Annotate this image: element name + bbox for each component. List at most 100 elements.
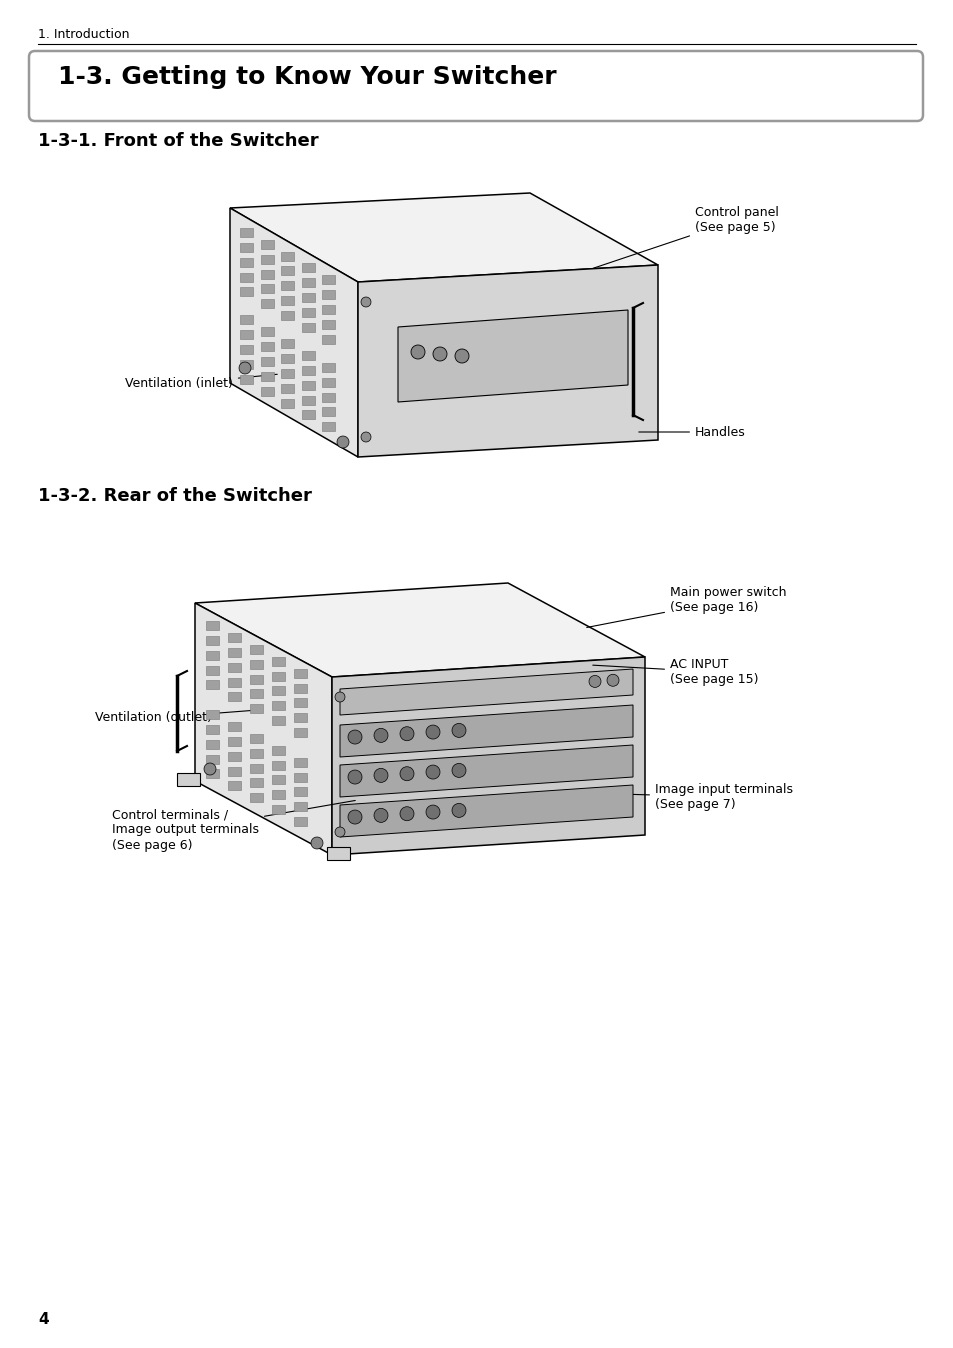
Circle shape: [433, 346, 447, 361]
Polygon shape: [301, 365, 314, 375]
Circle shape: [348, 770, 361, 785]
Text: Handles: Handles: [639, 426, 745, 438]
Polygon shape: [228, 723, 240, 731]
Circle shape: [455, 349, 469, 363]
Polygon shape: [250, 674, 262, 683]
Polygon shape: [281, 369, 294, 377]
Circle shape: [606, 674, 618, 686]
Polygon shape: [194, 582, 644, 677]
Polygon shape: [250, 735, 262, 743]
Text: 1. Introduction: 1. Introduction: [38, 28, 130, 40]
Polygon shape: [260, 357, 274, 367]
Polygon shape: [206, 666, 219, 675]
Circle shape: [399, 767, 414, 780]
Polygon shape: [240, 345, 253, 355]
Circle shape: [335, 828, 345, 837]
Polygon shape: [332, 656, 644, 855]
Polygon shape: [260, 270, 274, 279]
Polygon shape: [272, 745, 284, 755]
Polygon shape: [301, 294, 314, 302]
Polygon shape: [272, 686, 284, 696]
Polygon shape: [301, 263, 314, 272]
Polygon shape: [294, 817, 306, 826]
Polygon shape: [397, 310, 627, 402]
Polygon shape: [272, 671, 284, 681]
Polygon shape: [281, 384, 294, 392]
Circle shape: [239, 363, 251, 373]
Polygon shape: [357, 266, 658, 457]
Polygon shape: [281, 252, 294, 260]
Polygon shape: [281, 297, 294, 305]
Polygon shape: [228, 737, 240, 745]
Polygon shape: [240, 257, 253, 267]
Text: Image input terminals
(See page 7): Image input terminals (See page 7): [550, 783, 792, 811]
Circle shape: [360, 431, 371, 442]
Text: Ventilation (inlet): Ventilation (inlet): [125, 375, 277, 391]
Circle shape: [426, 805, 439, 820]
Polygon shape: [228, 663, 240, 671]
Polygon shape: [322, 392, 335, 402]
Circle shape: [452, 724, 465, 737]
Polygon shape: [250, 689, 262, 698]
Polygon shape: [294, 802, 306, 811]
Polygon shape: [206, 740, 219, 749]
Polygon shape: [230, 193, 658, 282]
Circle shape: [311, 837, 323, 849]
Polygon shape: [272, 775, 284, 785]
Polygon shape: [339, 785, 633, 837]
Polygon shape: [240, 272, 253, 282]
Polygon shape: [177, 772, 200, 786]
Circle shape: [204, 763, 215, 775]
Polygon shape: [272, 805, 284, 814]
Polygon shape: [230, 208, 357, 457]
Polygon shape: [281, 282, 294, 290]
Polygon shape: [322, 275, 335, 284]
Polygon shape: [206, 636, 219, 646]
Text: Ventilation (outlet): Ventilation (outlet): [95, 710, 255, 724]
Polygon shape: [240, 375, 253, 384]
Circle shape: [452, 763, 465, 778]
Polygon shape: [294, 787, 306, 797]
Polygon shape: [322, 363, 335, 372]
Circle shape: [374, 768, 388, 782]
Text: 1-3-1. Front of the Switcher: 1-3-1. Front of the Switcher: [38, 132, 318, 150]
Polygon shape: [294, 683, 306, 693]
Polygon shape: [240, 228, 253, 237]
Polygon shape: [250, 646, 262, 654]
Polygon shape: [250, 749, 262, 758]
Polygon shape: [240, 315, 253, 325]
Polygon shape: [206, 651, 219, 661]
Polygon shape: [228, 634, 240, 642]
Polygon shape: [260, 284, 274, 294]
Polygon shape: [322, 422, 335, 431]
Circle shape: [426, 766, 439, 779]
Polygon shape: [260, 372, 274, 381]
Polygon shape: [260, 299, 274, 309]
Circle shape: [426, 725, 439, 739]
Polygon shape: [228, 752, 240, 760]
Circle shape: [348, 810, 361, 824]
Polygon shape: [322, 305, 335, 314]
Polygon shape: [260, 342, 274, 350]
Polygon shape: [260, 387, 274, 396]
Polygon shape: [294, 728, 306, 737]
Text: Main power switch
(See page 16): Main power switch (See page 16): [586, 586, 785, 627]
Polygon shape: [322, 377, 335, 387]
Polygon shape: [260, 240, 274, 249]
Circle shape: [588, 675, 600, 687]
Polygon shape: [294, 772, 306, 782]
Circle shape: [399, 806, 414, 821]
Text: AC INPUT
(See page 15): AC INPUT (See page 15): [592, 658, 758, 686]
Polygon shape: [281, 340, 294, 348]
Polygon shape: [250, 778, 262, 787]
Polygon shape: [250, 659, 262, 669]
Circle shape: [374, 809, 388, 822]
Polygon shape: [260, 328, 274, 336]
Polygon shape: [228, 782, 240, 790]
Polygon shape: [322, 319, 335, 329]
FancyBboxPatch shape: [29, 51, 923, 121]
Polygon shape: [260, 255, 274, 264]
Polygon shape: [250, 793, 262, 802]
Circle shape: [335, 692, 345, 702]
Polygon shape: [250, 704, 262, 713]
